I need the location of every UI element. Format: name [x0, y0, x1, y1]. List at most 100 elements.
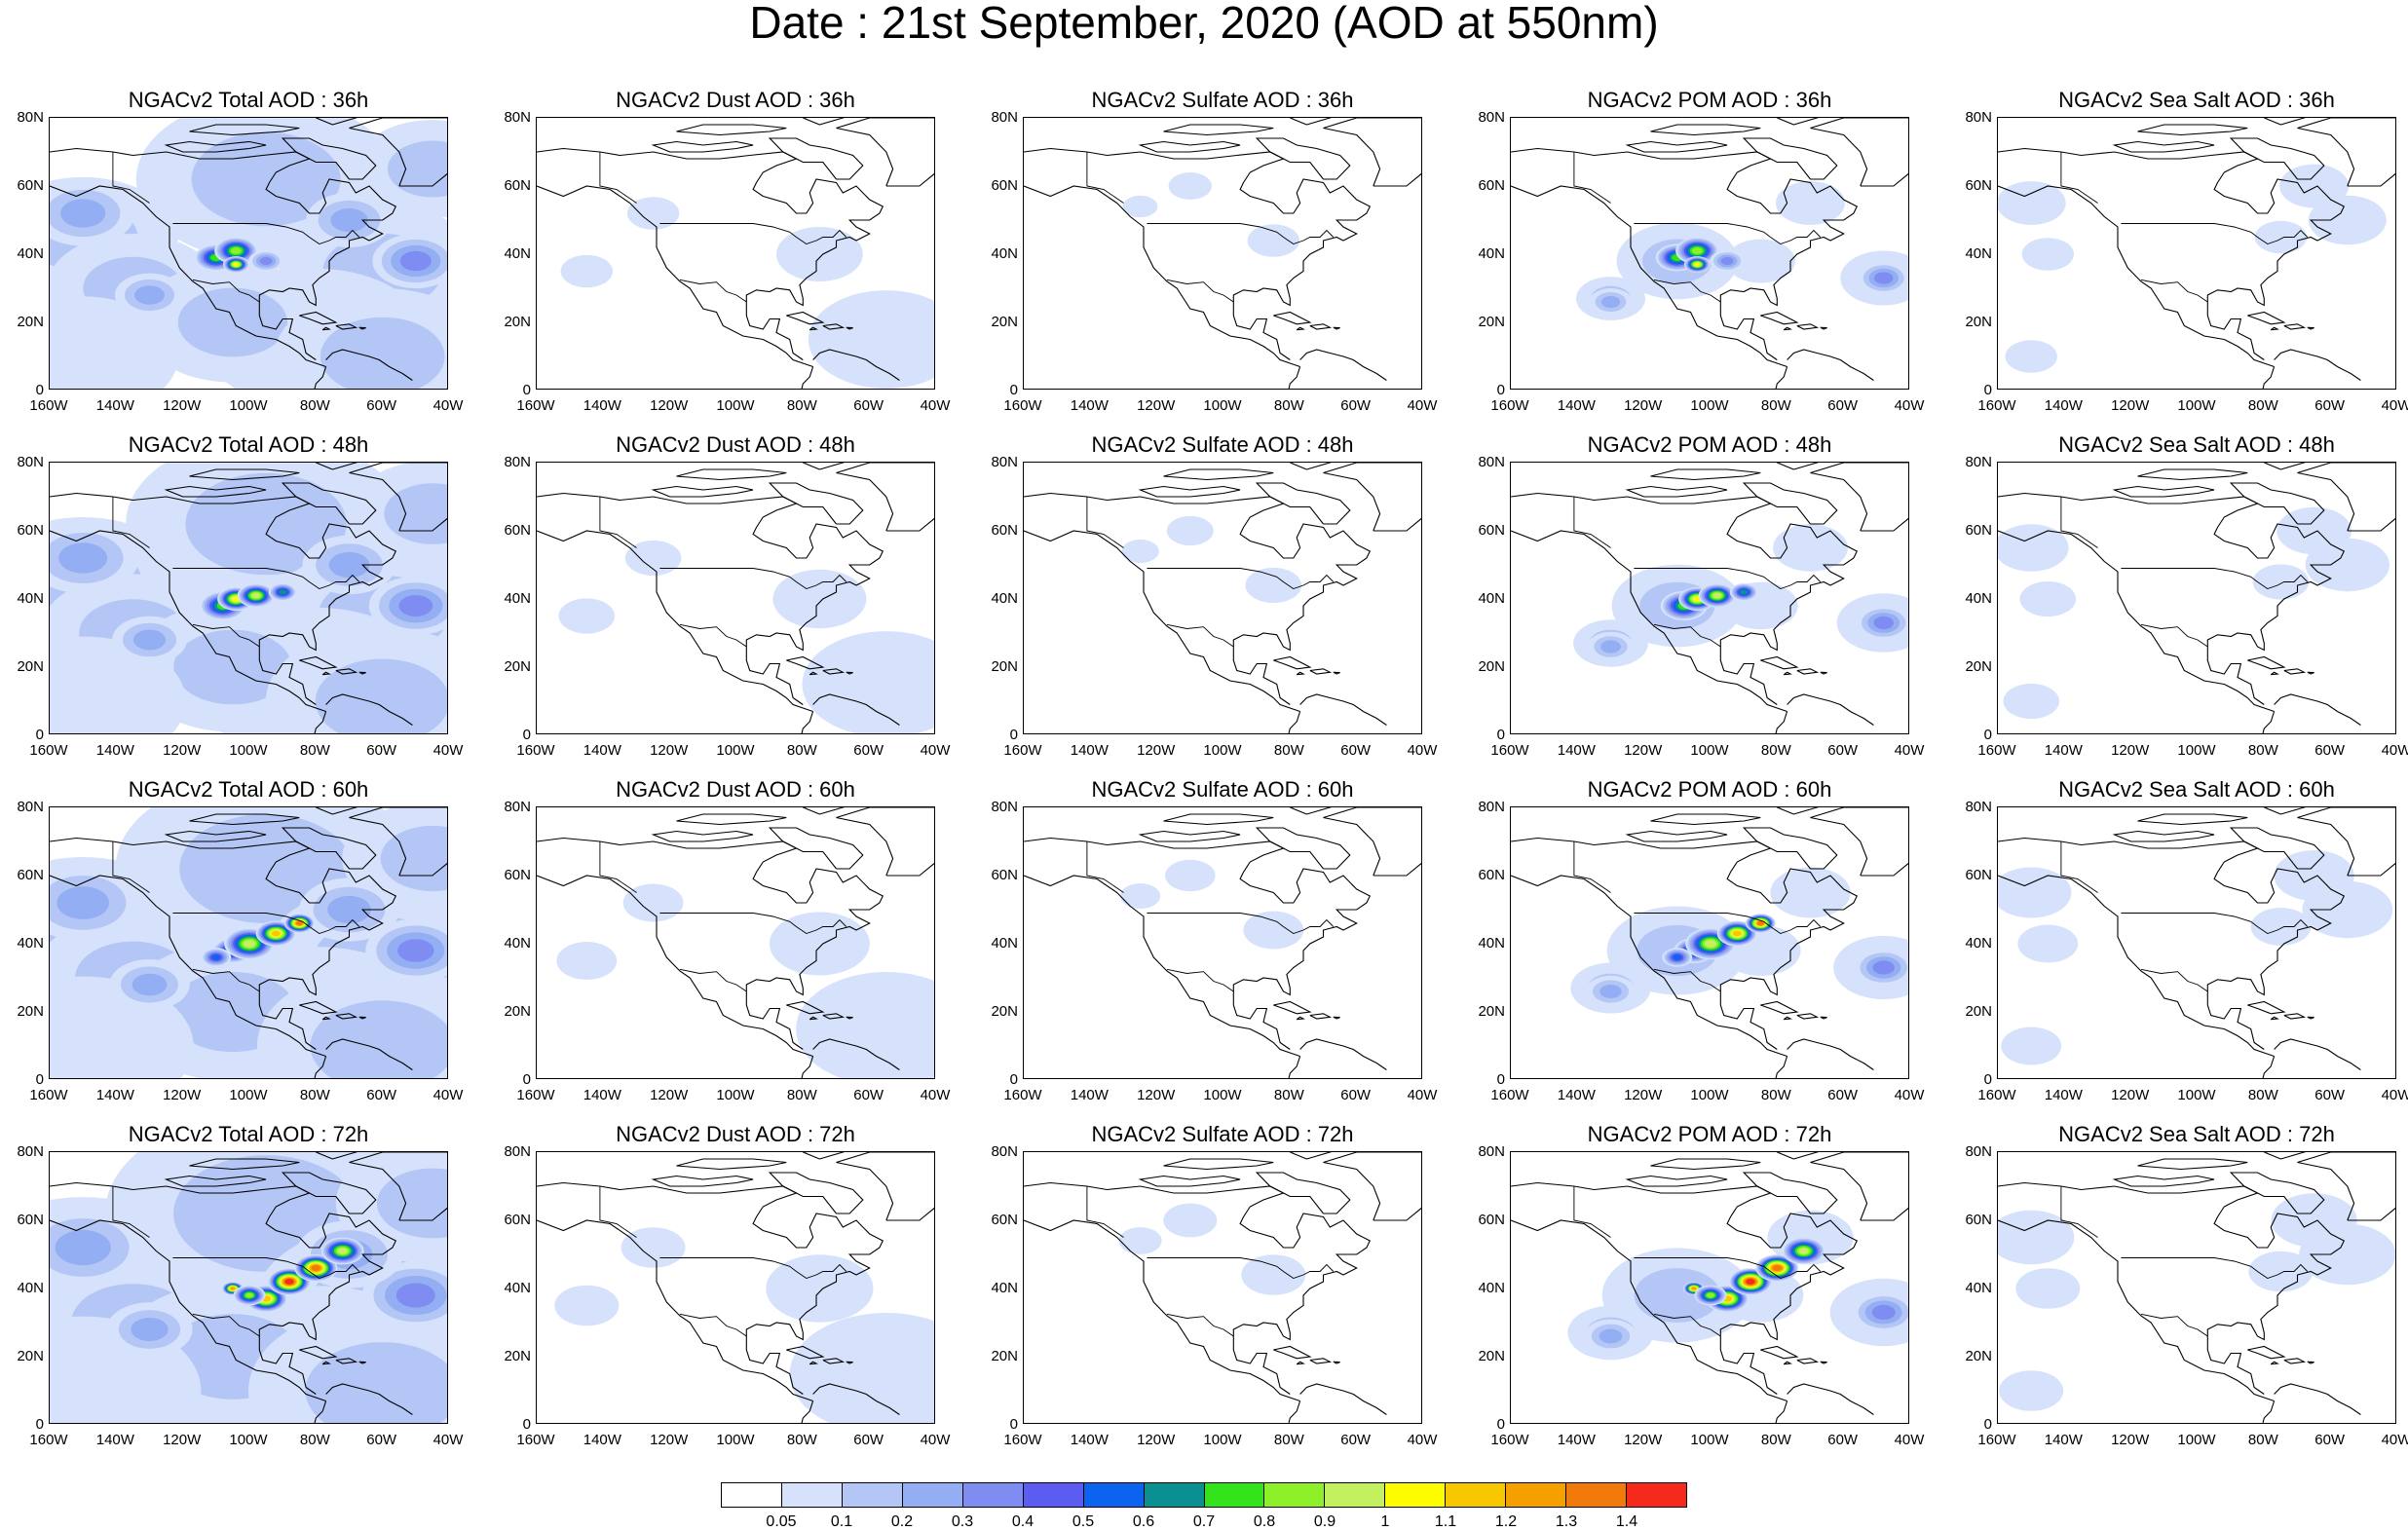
map-panel: NGACv2 Sulfate AOD : 72h 80N 60N 40N 20N 0 160… — [974, 1115, 1461, 1448]
lon-tick-label: 140W — [95, 397, 134, 414]
coastline — [358, 1016, 366, 1020]
colorbar-swatch — [1023, 1483, 1084, 1507]
colorbar-label: 0.05 — [766, 1513, 797, 1530]
lon-tick-label: 140W — [1070, 397, 1109, 414]
coastline — [2247, 655, 2286, 670]
lon-tick-label: 120W — [163, 742, 202, 759]
coastline — [801, 366, 814, 389]
coastline — [189, 1158, 300, 1171]
aod-contour — [1872, 960, 1895, 975]
coastline — [801, 1400, 814, 1423]
colorbar-label: 0.7 — [1192, 1513, 1216, 1530]
coastline — [1309, 1013, 1333, 1020]
country-border — [1086, 497, 1124, 548]
aod-contour — [558, 598, 616, 634]
lat-tick-label: 80N — [991, 799, 1018, 815]
country-border — [1086, 1186, 1124, 1238]
coastline — [2283, 1358, 2307, 1364]
coastline — [2229, 137, 2325, 180]
lat-tick-label: 40N — [17, 245, 44, 262]
coastline — [1138, 485, 1241, 498]
lat-tick-label: 60N — [991, 522, 1018, 539]
lon-tick-label: 60W — [366, 1087, 397, 1103]
map-panel: NGACv2 POM AOD : 60h 80N 60N 40N 20N 0 160W 140… — [1461, 770, 1948, 1103]
coastline — [189, 468, 300, 481]
coastline — [1296, 1361, 1305, 1365]
lon-tick-label: 100W — [716, 1432, 755, 1448]
aod-contour — [279, 589, 287, 595]
aod-map-svg — [50, 118, 447, 389]
lon-tick-label: 120W — [2111, 1087, 2150, 1103]
aod-map — [1997, 806, 2396, 1079]
colorbar-swatch — [902, 1483, 963, 1507]
aod-map-svg — [537, 118, 934, 389]
lon-tick-label: 140W — [1557, 742, 1596, 759]
coastline — [2307, 671, 2314, 675]
lat-tick-label: 80N — [991, 109, 1018, 126]
lat-tick-label: 0 — [1496, 1416, 1505, 1433]
lat-tick-label: 60N — [1478, 1212, 1505, 1228]
coastline — [1742, 1172, 1838, 1214]
lat-tick-label: 80N — [1965, 1143, 1992, 1160]
lat-tick-label: 20N — [991, 658, 1018, 675]
lon-tick-label: 60W — [1340, 742, 1372, 759]
colorbar-label: 0.2 — [890, 1513, 914, 1530]
coastline — [1719, 1336, 1778, 1395]
lat-tick-label: 40N — [1965, 245, 1992, 262]
aod-map-svg — [1998, 807, 2395, 1078]
lon-tick-label: 60W — [366, 1432, 397, 1448]
country-border — [1573, 841, 1611, 893]
coastline — [836, 1152, 934, 1221]
coastline — [164, 830, 267, 842]
lon-tick-label: 60W — [853, 1432, 884, 1448]
lat-tick-label: 60N — [1965, 1212, 1992, 1228]
country-border — [2140, 279, 2208, 303]
coastline — [2262, 1056, 2276, 1078]
aod-contour — [397, 939, 434, 962]
map-panel: NGACv2 Sulfate AOD : 48h 80N 60N 40N 20N 0 160… — [974, 426, 1461, 759]
coastline — [822, 323, 846, 330]
lat-tick-label: 0 — [35, 727, 44, 743]
aod-contour — [251, 592, 261, 599]
coastline — [1650, 1158, 1761, 1171]
coastline — [537, 1219, 813, 1402]
map-panel: NGACv2 Dust AOD : 48h 80N 60N 40N 20N 0 160W 14… — [487, 426, 974, 759]
coastline — [1998, 185, 2275, 368]
map-panel: NGACv2 POM AOD : 48h 80N 60N 40N 20N 0 160W 140… — [1461, 426, 1948, 759]
coastline — [314, 1400, 327, 1423]
coastline — [1511, 875, 1787, 1058]
lon-tick-label: 120W — [1624, 1087, 1663, 1103]
coastline — [1511, 1219, 1787, 1402]
aod-contour — [2274, 850, 2354, 901]
lon-tick-label: 80W — [2247, 1432, 2278, 1448]
aod-contour — [1999, 1370, 2064, 1411]
coastline — [1299, 693, 1387, 726]
coastline — [812, 693, 900, 726]
coastline — [189, 124, 300, 136]
coastline — [676, 468, 787, 481]
coastline — [1138, 1175, 1241, 1187]
colorbar-swatch — [722, 1483, 782, 1507]
coastline — [1232, 1336, 1291, 1395]
coastline — [316, 118, 358, 126]
country-border — [1147, 223, 1335, 244]
coastline — [50, 875, 326, 1058]
lon-tick-label: 160W — [1003, 1087, 1042, 1103]
coastline — [349, 1152, 447, 1221]
aod-map — [49, 117, 448, 390]
lat-tick-label: 20N — [17, 658, 44, 675]
lon-tick-label: 100W — [229, 397, 268, 414]
country-border — [659, 913, 847, 934]
lon-tick-label: 100W — [1690, 1432, 1729, 1448]
coastline — [2274, 1383, 2361, 1415]
coastline — [812, 349, 900, 381]
lon-tick-label: 140W — [95, 1087, 134, 1103]
aod-contour — [1600, 640, 1621, 653]
lat-tick-label: 60N — [504, 867, 531, 883]
map-panel: NGACv2 Sulfate AOD : 36h 80N 60N 40N 20N 0 160… — [974, 81, 1461, 414]
coastline — [258, 647, 317, 705]
coastline — [1783, 1016, 1792, 1021]
lat-tick-label: 60N — [504, 1212, 531, 1228]
coastline — [2297, 1152, 2395, 1221]
lon-tick-label: 60W — [366, 397, 397, 414]
